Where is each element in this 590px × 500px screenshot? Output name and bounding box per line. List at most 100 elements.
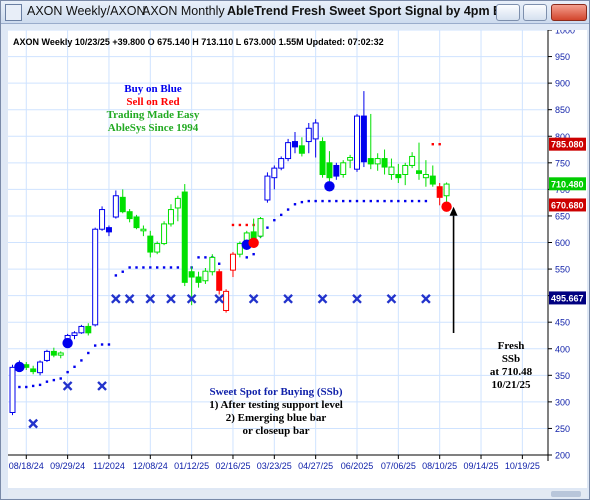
candle-body — [85, 325, 92, 334]
sweet-spot-line2: 2) Emerging blue bar — [226, 412, 327, 424]
candle-body — [422, 174, 429, 179]
x-marker — [352, 293, 362, 304]
horizontal-scrollbar[interactable] — [8, 490, 587, 498]
candle-body — [154, 243, 161, 253]
x-marker — [386, 293, 397, 304]
fresh-label-2: SSb — [502, 353, 520, 365]
candle-body — [9, 366, 16, 413]
candle-body — [147, 235, 154, 253]
resistance-dot — [431, 143, 434, 146]
legend-tagline: Trading Made Easy — [107, 109, 200, 121]
candle-body — [30, 368, 37, 373]
candle-body — [126, 211, 133, 220]
candle-body — [202, 270, 209, 282]
support-dot — [369, 199, 372, 203]
x-marker — [214, 293, 225, 304]
support-dot — [342, 199, 345, 203]
support-dot — [121, 270, 124, 273]
price-label: 785.080 — [551, 140, 584, 150]
x-tick-label: 02/16/25 — [215, 461, 250, 471]
buy-signal-marker — [62, 337, 73, 349]
candle-body — [312, 122, 319, 140]
support-dot — [348, 199, 352, 203]
y-tick-label: 900 — [555, 79, 570, 89]
candle-body — [43, 350, 50, 361]
y-tick-label: 850 — [555, 105, 570, 115]
x-tick-label: 10/19/25 — [505, 461, 540, 471]
legend-buy: Buy on Blue — [124, 83, 182, 95]
title-bar[interactable]: AXON Weekly/AXON AXON Monthly AbleTrend … — [1, 1, 589, 24]
fresh-label-1: Fresh — [498, 340, 525, 352]
x-marker — [111, 293, 121, 304]
resistance-dot — [231, 223, 235, 227]
x-tick-label: 04/27/25 — [298, 461, 333, 471]
support-dot — [38, 383, 42, 387]
minimize-button[interactable] — [496, 4, 520, 21]
restore-button[interactable] — [523, 4, 547, 21]
candle-body — [271, 167, 278, 179]
candle-body — [340, 162, 347, 175]
support-dot — [176, 266, 180, 269]
sweet-spot-line1: 1) After testing support level — [209, 399, 343, 411]
support-dot — [204, 256, 207, 259]
x-marker — [283, 293, 293, 304]
y-tick-label: 200 — [555, 451, 570, 461]
chart-panel[interactable]: 2002503003504004505005506006507007508008… — [8, 30, 587, 488]
x-tick-label: 11/2024 — [93, 461, 125, 471]
price-label-bg — [549, 137, 586, 151]
support-dot — [59, 377, 62, 380]
support-dot — [293, 203, 297, 206]
buy-signal-marker — [324, 181, 335, 192]
support-dot — [424, 199, 428, 203]
signal-dots — [11, 143, 441, 390]
buy-signal-marker — [14, 361, 25, 373]
candle-body — [354, 115, 360, 170]
window-title: AbleTrend Fresh Sweet Sport Signal by 4p… — [227, 4, 510, 18]
price-label-bg — [549, 198, 586, 212]
tab-axon-weekly[interactable]: AXON Weekly/AXON — [27, 4, 146, 18]
x-tick-label: 03/23/25 — [257, 461, 292, 471]
candle-body — [360, 115, 367, 163]
x-axis: 08/18/24 09/29/24 11/2024 12/08/24 01/12/25 0… — [9, 455, 540, 471]
support-dot — [149, 266, 152, 269]
candle-body — [250, 231, 257, 239]
candle-body — [229, 253, 236, 271]
support-dot — [135, 266, 138, 269]
candle-body — [436, 186, 443, 198]
resistance-dot — [245, 223, 248, 227]
y-tick-label: 950 — [555, 52, 570, 62]
candle-body — [395, 174, 402, 179]
scrollbar-thumb[interactable] — [551, 491, 581, 497]
y-tick-label: 600 — [555, 238, 570, 248]
y-tick-label: 300 — [555, 397, 570, 407]
resistance-dot — [438, 143, 441, 146]
y-tick-label: 450 — [555, 318, 570, 328]
tab-axon-monthly[interactable]: AXON Monthly — [142, 4, 225, 18]
close-button[interactable] — [551, 4, 587, 21]
price-chart[interactable]: 2002503003504004505005506006507007508008… — [8, 30, 587, 488]
x-tick-label: 07/06/25 — [381, 461, 416, 471]
support-dot — [162, 266, 166, 269]
y-tick-label: 550 — [555, 265, 570, 275]
legend-since: AbleSys Since 1994 — [108, 122, 199, 134]
candle-body — [298, 145, 305, 154]
x-marker — [421, 293, 431, 304]
x-marker — [145, 293, 156, 304]
candle-body — [319, 141, 326, 175]
y-tick-label: 750 — [555, 158, 570, 168]
x-marker — [97, 381, 107, 391]
legend-sell: Sell on Red — [126, 96, 179, 108]
candle-body — [333, 164, 340, 177]
candle-body — [140, 228, 147, 232]
candle-body — [71, 332, 78, 336]
support-dot — [273, 218, 276, 222]
candle-body — [37, 361, 44, 374]
support-dot — [307, 199, 310, 203]
support-dot — [335, 199, 338, 203]
candle-body — [216, 271, 223, 291]
x-tick-label: 08/18/24 — [9, 461, 44, 471]
candle-body — [78, 325, 85, 334]
support-dot — [383, 199, 386, 203]
support-dot — [397, 199, 400, 203]
support-dot — [107, 343, 111, 346]
